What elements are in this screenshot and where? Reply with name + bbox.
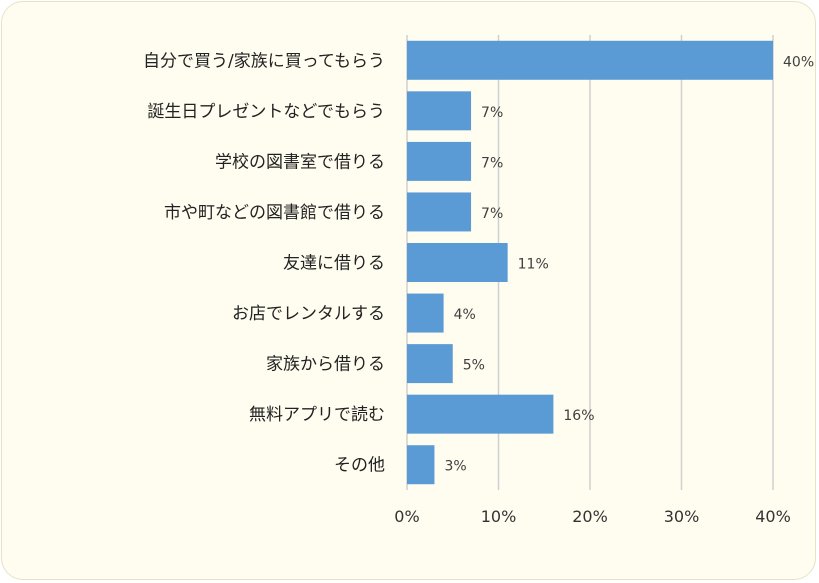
data-label: 7% [481, 206, 503, 222]
category-label: 市や町などの図書館で借りる [164, 203, 385, 223]
x-tick-labels: 0% 10% 20% 30% 40% [394, 507, 790, 526]
x-tick-label: 0% [394, 507, 419, 526]
data-label: 5% [463, 358, 485, 374]
category-label: 家族から借りる [266, 355, 385, 375]
data-label: 4% [454, 307, 476, 323]
category-label: お店でレンタルする [232, 304, 385, 324]
x-tick-label: 40% [755, 507, 791, 526]
category-label: 自分で買う/家族に買ってもらう [143, 51, 385, 71]
category-label: その他 [334, 456, 385, 476]
data-label: 7% [481, 105, 503, 121]
bar [407, 243, 508, 282]
category-label: 友達に借りる [283, 254, 385, 274]
category-label: 無料アプリで読む [249, 405, 385, 425]
bar [407, 91, 472, 131]
data-label: 11% [518, 257, 549, 273]
bars [407, 40, 773, 485]
bar [407, 445, 435, 485]
bar [407, 293, 444, 333]
bar [407, 192, 472, 232]
bar [407, 141, 472, 181]
data-label: 3% [444, 459, 466, 475]
bar [407, 394, 554, 434]
x-tick-label: 10% [481, 507, 517, 526]
data-label: 40% [783, 54, 814, 70]
bar [407, 40, 773, 80]
data-label: 7% [481, 155, 503, 171]
x-tick-label: 20% [572, 507, 608, 526]
data-label: 16% [563, 408, 594, 424]
x-tick-label: 30% [664, 507, 700, 526]
category-labels: 自分で買う/家族に買ってもらう誕生日プレゼントなどでもらう学校の図書室で借りる市… [143, 51, 385, 475]
bar [407, 344, 453, 384]
category-label: 学校の図書室で借りる [215, 152, 385, 172]
data-labels: 40% 7% 7% 7% 11% 4% 5% 16% 3% [444, 54, 814, 474]
category-label: 誕生日プレゼントなどでもらう [147, 102, 385, 122]
